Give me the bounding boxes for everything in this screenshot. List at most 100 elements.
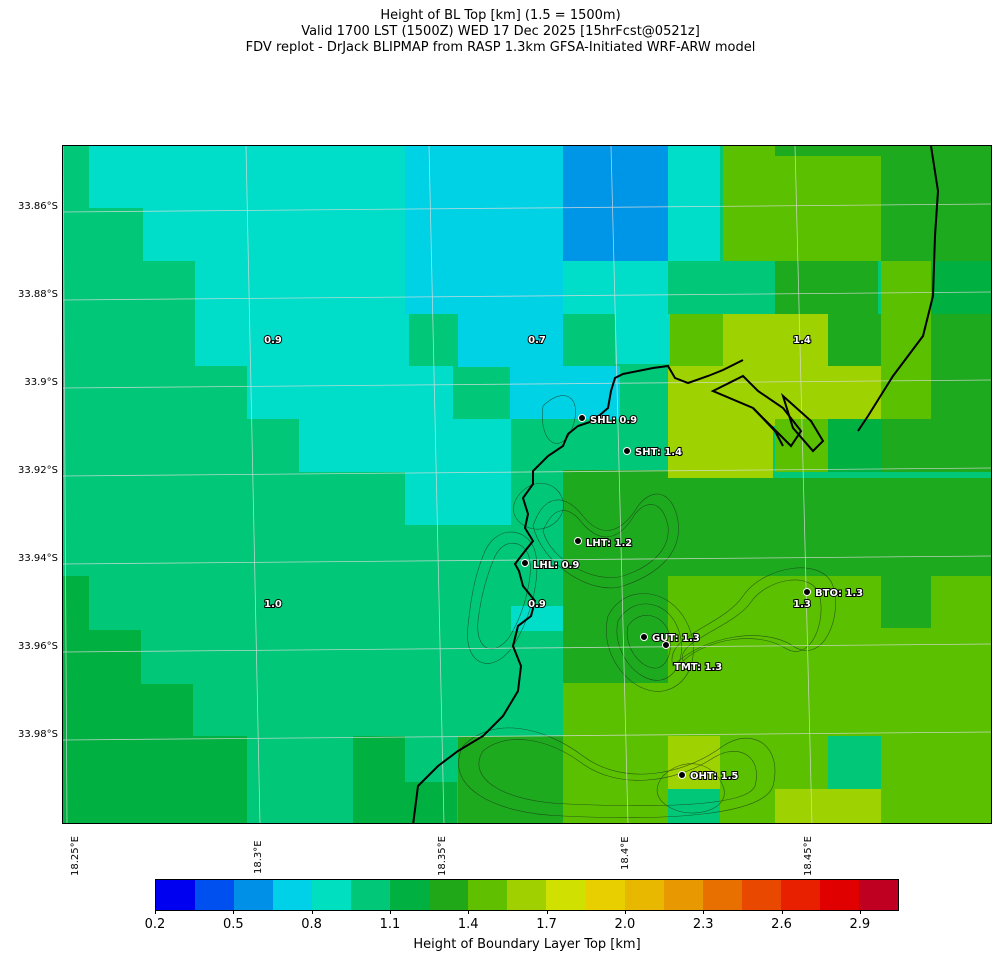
map-title-line-1: Height of BL Top [km] (1.5 = 1500m) <box>380 8 621 23</box>
grid-value-label: 0.7 <box>528 335 546 346</box>
bl-cell <box>828 314 881 366</box>
bl-cell <box>668 426 773 478</box>
bl-cell <box>89 146 409 208</box>
bl-cell <box>299 419 405 472</box>
bl-cell <box>141 684 193 823</box>
bl-cell <box>723 314 775 366</box>
bl-cell <box>881 576 931 631</box>
bl-cell <box>828 261 878 314</box>
colorbar-tick-mark <box>155 910 156 914</box>
station-marker-oht[interactable] <box>678 771 686 779</box>
bl-cell <box>668 628 991 683</box>
bl-cell <box>931 261 991 314</box>
station-label-sht: SHT: 1.4 <box>635 447 682 458</box>
colorbar-swatch <box>390 880 430 910</box>
bl-cell <box>775 156 828 261</box>
map-title-line-2: Valid 1700 LST (1500Z) WED 17 Dec 2025 [… <box>301 24 700 39</box>
grid-value-label: 0.9 <box>528 599 546 610</box>
station-marker-bto[interactable] <box>803 588 811 596</box>
bl-cell <box>775 366 881 419</box>
bl-cell <box>563 261 668 314</box>
colorbar-swatch <box>624 880 664 910</box>
colorbar-tick-label: 2.6 <box>771 917 792 932</box>
bl-cell <box>881 156 931 261</box>
colorbar-swatch <box>312 880 352 910</box>
colorbar-swatch <box>780 880 820 910</box>
bl-cell <box>193 736 247 823</box>
colorbar-tick-mark <box>389 910 391 914</box>
colorbar-tick-mark <box>624 910 626 914</box>
bl-cell <box>63 146 89 208</box>
colorbar-tick-label: 2.9 <box>849 917 871 932</box>
lat-label: 33.96°S <box>18 641 58 652</box>
bl-cell <box>775 261 828 314</box>
grid-value-label: 0.9 <box>264 335 282 346</box>
map-title-line-3: FDV replot - DrJack BLIPMAP from RASP 1.… <box>245 40 756 55</box>
colorbar-swatch <box>351 880 391 910</box>
bl-cell <box>563 683 668 736</box>
map-panel[interactable]: 0.9 0.7 1.4 1.0 0.9 1.3 SHL: 0.9 SHT: 1.4 LHT: … <box>62 145 992 824</box>
bl-cell <box>828 156 881 261</box>
colorbar-tick-label: 2.3 <box>692 917 714 932</box>
colorbar-tick-mark <box>468 910 470 914</box>
station-label-shl: SHL: 0.9 <box>590 415 637 426</box>
bl-cell <box>668 576 828 628</box>
bl-cell <box>931 314 991 366</box>
colorbar-tick-mark <box>233 910 235 914</box>
colorbar-tick-mark <box>311 910 313 914</box>
bl-cell <box>405 146 563 314</box>
colorbar-swatch <box>156 880 196 910</box>
lat-label: 33.9°S <box>24 377 58 388</box>
bl-cell <box>775 314 828 366</box>
colorbar-swatch <box>663 880 703 910</box>
station-label-oht: OHT: 1.5 <box>690 771 738 782</box>
station-label-bto: BTO: 1.3 <box>815 588 863 599</box>
bl-cell <box>931 419 991 472</box>
lat-label: 33.92°S <box>18 465 58 476</box>
station-marker-lhl[interactable] <box>521 559 529 567</box>
bl-cell <box>881 366 931 419</box>
bl-cell <box>563 736 668 823</box>
station-marker-sht[interactable] <box>623 447 631 455</box>
colorbar <box>155 879 899 911</box>
graticule <box>63 146 991 823</box>
lon-label: 18.25°E <box>70 836 81 876</box>
colorbar-swatch <box>234 880 274 910</box>
bl-cell <box>881 419 931 472</box>
bl-cell <box>143 208 409 261</box>
colorbar-tick-mark <box>859 910 861 914</box>
bl-cell <box>668 683 991 736</box>
station-marker-gut[interactable] <box>640 633 648 641</box>
bl-cell <box>668 261 723 313</box>
lon-label: 18.3°E <box>253 840 264 874</box>
colorbar-tick-label: 0.2 <box>144 917 166 932</box>
bl-cell <box>668 146 720 261</box>
bl-cell <box>668 478 923 576</box>
colorbar-tick-mark <box>703 910 705 914</box>
bl-cell <box>668 736 720 789</box>
bl-cell <box>458 736 563 823</box>
lat-label: 33.86°S <box>18 201 58 212</box>
colorbar-swatch <box>819 880 859 910</box>
station-markers: SHL: 0.9 SHT: 1.4 LHT: 1.2 LHL: 0.9 BTO: 1.3… <box>521 414 864 783</box>
station-label-lht: LHT: 1.2 <box>586 538 632 549</box>
bl-cell <box>931 366 991 419</box>
bl-cell <box>881 261 931 314</box>
grid-value-label: 1.3 <box>793 599 811 610</box>
station-marker-lht[interactable] <box>574 537 582 545</box>
bl-cell <box>89 630 141 823</box>
colorbar-label: Height of Boundary Layer Top [km] <box>413 937 641 952</box>
colorbar-swatch <box>429 880 469 910</box>
bl-height-cells <box>63 146 991 823</box>
station-marker-shl[interactable] <box>578 414 586 422</box>
bl-cell <box>458 314 563 367</box>
grid-value-label: 1.4 <box>793 335 811 346</box>
colorbar-swatch <box>507 880 547 910</box>
bl-cell <box>923 478 991 576</box>
station-marker-tmt[interactable] <box>662 641 670 649</box>
station-label-lhl: LHL: 0.9 <box>533 560 579 571</box>
colorbar-swatch <box>585 880 625 910</box>
bl-cell <box>828 576 881 628</box>
colorbar-tick-label: 1.4 <box>457 917 479 932</box>
bl-cell <box>510 576 562 736</box>
